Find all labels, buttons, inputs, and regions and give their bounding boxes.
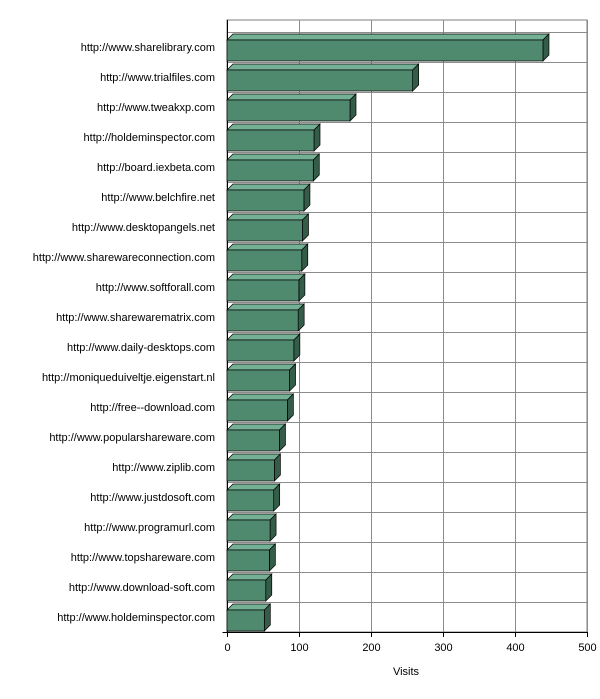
bar-front-face — [226, 459, 275, 482]
x-tick-label: 300 — [434, 642, 452, 654]
bar — [226, 243, 309, 272]
category-label: http://www.sharelibrary.com — [81, 42, 215, 54]
x-tick-label: 100 — [290, 642, 308, 654]
bar — [226, 33, 550, 62]
category-label: http://www.holdeminspector.com — [57, 612, 215, 624]
category-label: http://board.iexbeta.com — [97, 162, 215, 174]
bar-front-face — [226, 339, 295, 362]
bar — [226, 603, 272, 632]
bar — [226, 573, 273, 602]
category-label: http://moniqueduiveltje.eigenstart.nl — [42, 372, 215, 384]
category-label: http://www.justdosoft.com — [90, 492, 215, 504]
bar — [226, 333, 301, 362]
bar-top-face — [226, 153, 321, 161]
bar-front-face — [226, 549, 270, 572]
bar-front-face — [226, 219, 303, 242]
bar-front-face — [226, 279, 300, 302]
category-label: http://free--download.com — [90, 402, 215, 414]
x-tick-labels: 0 100 200 300 400 500 — [224, 642, 596, 654]
bar-front-face — [226, 579, 267, 602]
bar — [226, 183, 311, 212]
x-tick-label: 500 — [578, 642, 596, 654]
category-label: http://www.ziplib.com — [112, 462, 215, 474]
bar-front-face — [226, 429, 280, 452]
category-label: http://www.daily-desktops.com — [67, 342, 215, 354]
bar-front-face — [226, 129, 315, 152]
category-label: http://www.trialfiles.com — [100, 72, 215, 84]
category-label: http://www.popularshareware.com — [49, 432, 215, 444]
bars — [226, 33, 550, 632]
bar — [226, 483, 281, 512]
bar-top-face — [226, 333, 301, 341]
bar-front-face — [226, 309, 299, 332]
bar-front-face — [226, 519, 271, 542]
bar — [226, 93, 357, 122]
category-label: http://www.topshareware.com — [71, 552, 215, 564]
x-tick-label: 0 — [224, 642, 230, 654]
bar — [226, 543, 277, 572]
bar-front-face — [226, 369, 290, 392]
x-tick-label: 200 — [362, 642, 380, 654]
category-label: http://www.desktopangels.net — [72, 222, 215, 234]
category-labels: http://www.sharelibrary.com http://www.tr… — [33, 42, 215, 624]
bar-top-face — [226, 33, 550, 41]
bar-top-face — [226, 483, 281, 491]
category-label: http://www.sharewarematrix.com — [56, 312, 215, 324]
bar-top-face — [226, 123, 321, 131]
bar — [226, 213, 310, 242]
bar-top-face — [226, 513, 277, 521]
bar-top-face — [226, 543, 277, 551]
bar-top-face — [226, 93, 357, 101]
bar-front-face — [226, 189, 305, 212]
x-axis-title: Visits — [393, 666, 420, 678]
category-label: http://www.shareware­connection.com — [33, 252, 215, 264]
bar-top-face — [226, 573, 273, 581]
bar-top-face — [226, 363, 297, 371]
category-label: http://www.belchfire.net — [101, 192, 215, 204]
bar-top-face — [226, 393, 295, 401]
bar — [226, 123, 321, 152]
bar-top-face — [226, 213, 310, 221]
bar-front-face — [226, 249, 303, 272]
bar — [226, 513, 277, 542]
bar-front-face — [226, 39, 544, 62]
bar-front-face — [226, 399, 288, 422]
category-label: http://www.programurl.com — [84, 522, 215, 534]
bar — [226, 63, 420, 92]
bar-top-face — [226, 183, 311, 191]
bar-front-face — [226, 159, 314, 182]
bar — [226, 363, 297, 392]
bar-top-face — [226, 243, 309, 251]
bar-top-face — [226, 273, 306, 281]
bar-front-face — [226, 609, 265, 632]
bar-front-face — [226, 69, 413, 92]
bar-top-face — [226, 423, 287, 431]
bar — [226, 153, 321, 182]
bar — [226, 453, 282, 482]
x-tick-label: 400 — [506, 642, 524, 654]
bar — [226, 393, 295, 422]
category-label: http://www.download-soft.com — [69, 582, 215, 594]
bar-top-face — [226, 303, 306, 311]
category-label: http://holdeminspector.com — [84, 132, 215, 144]
bar-front-face — [226, 489, 275, 512]
bar — [226, 303, 306, 332]
bar-top-face — [226, 453, 282, 461]
bar-top-face — [226, 603, 272, 611]
bar-top-face — [226, 63, 420, 71]
category-label: http://www.softforall.com — [96, 282, 215, 294]
category-label: http://www.tweakxp.com — [97, 102, 215, 114]
bar — [226, 273, 306, 302]
bar-front-face — [226, 99, 351, 122]
bar — [226, 423, 287, 452]
